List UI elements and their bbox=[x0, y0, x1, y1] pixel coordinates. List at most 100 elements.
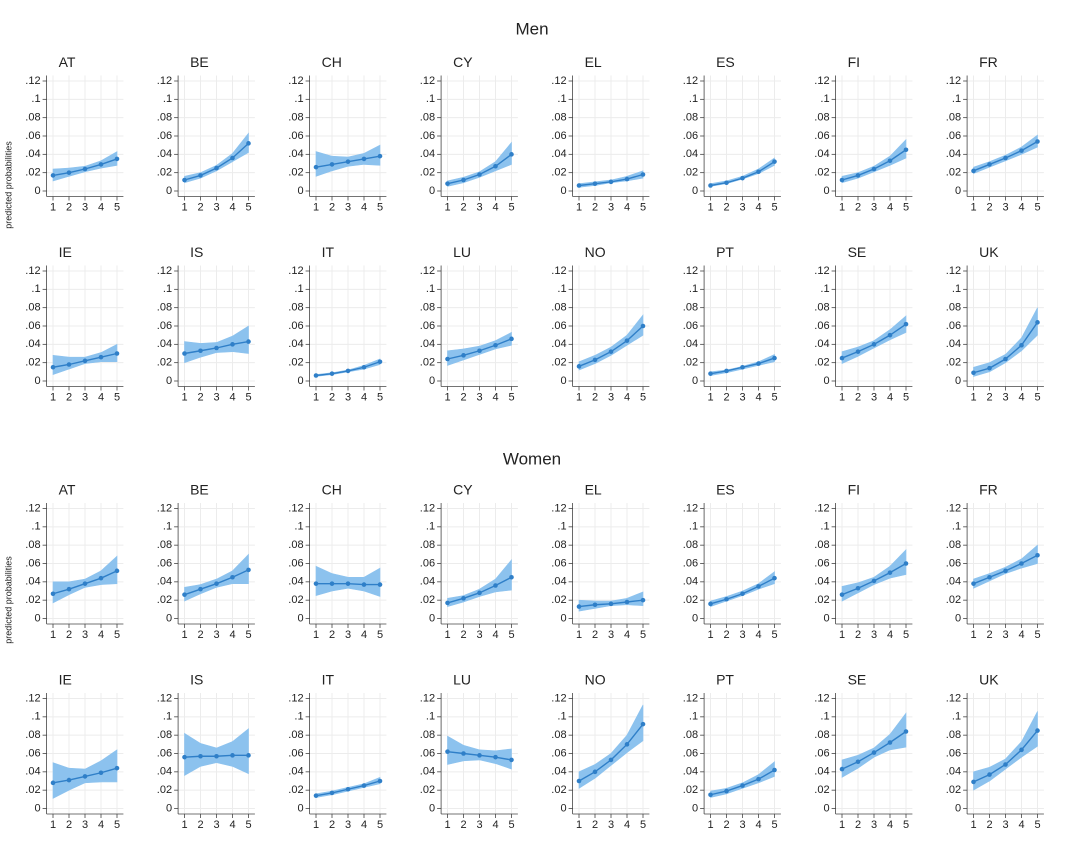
y-tick-label: .1 bbox=[557, 521, 566, 533]
x-tick-label: 3 bbox=[871, 629, 877, 641]
y-tick-label: 0 bbox=[955, 802, 961, 814]
section-title: Men bbox=[515, 19, 548, 38]
panel-title: CY bbox=[453, 54, 473, 70]
y-tick-label: .06 bbox=[946, 320, 961, 332]
y-tick-label: .1 bbox=[820, 711, 829, 723]
x-tick-label: 3 bbox=[871, 391, 877, 403]
y-tick-label: .1 bbox=[557, 711, 566, 723]
x-tick-label: 4 bbox=[1018, 819, 1024, 831]
point bbox=[608, 757, 614, 763]
y-tick-label: 0 bbox=[297, 802, 303, 814]
y-tick-label: .08 bbox=[551, 302, 566, 314]
x-tick-label: 2 bbox=[855, 391, 861, 403]
y-tick-label: .04 bbox=[420, 338, 435, 350]
point bbox=[182, 592, 187, 597]
point bbox=[214, 165, 219, 171]
point bbox=[361, 783, 367, 788]
point bbox=[329, 162, 335, 167]
point bbox=[903, 321, 909, 327]
y-tick-label: 0 bbox=[34, 802, 40, 814]
y-tick-label: .08 bbox=[25, 112, 40, 124]
y-tick-label: .1 bbox=[294, 521, 303, 533]
panel-title: FI bbox=[848, 482, 860, 498]
x-tick-label: 3 bbox=[345, 819, 351, 831]
x-tick-label: 5 bbox=[640, 201, 646, 213]
point bbox=[461, 596, 466, 601]
panel-title: SE bbox=[848, 672, 867, 688]
x-tick-label: 3 bbox=[608, 819, 614, 831]
y-tick-label: .1 bbox=[31, 711, 40, 723]
y-tick-label: .08 bbox=[551, 729, 566, 741]
y-tick-label: .08 bbox=[420, 729, 435, 741]
x-tick-label: 1 bbox=[576, 819, 582, 831]
point bbox=[1035, 139, 1040, 144]
x-tick-label: 4 bbox=[492, 201, 498, 213]
panel-title: BE bbox=[190, 482, 209, 498]
y-tick-label: .12 bbox=[420, 75, 435, 87]
point bbox=[50, 780, 56, 786]
y-tick-label: .06 bbox=[946, 557, 961, 569]
x-tick-label: 2 bbox=[197, 629, 203, 641]
point bbox=[345, 786, 351, 792]
y-tick-label: .08 bbox=[288, 302, 303, 314]
point bbox=[66, 586, 72, 592]
point bbox=[624, 742, 630, 747]
y-tick-label: .06 bbox=[157, 320, 172, 332]
y-tick-label: .08 bbox=[946, 729, 961, 741]
x-tick-label: 1 bbox=[576, 629, 582, 641]
x-tick-label: 3 bbox=[213, 391, 219, 403]
y-tick-label: .04 bbox=[683, 766, 698, 778]
point bbox=[377, 153, 383, 159]
x-tick-label: 5 bbox=[114, 201, 120, 213]
point bbox=[493, 342, 498, 348]
x-tick-label: 4 bbox=[361, 819, 367, 831]
panel-title: FR bbox=[979, 482, 998, 498]
panel-title: UK bbox=[979, 244, 999, 260]
point bbox=[971, 168, 976, 174]
x-tick-label: 1 bbox=[707, 391, 713, 403]
y-tick-label: .06 bbox=[946, 130, 961, 142]
point bbox=[987, 772, 992, 777]
y-tick-label: .12 bbox=[157, 692, 172, 704]
y-tick-label: .06 bbox=[814, 130, 829, 142]
y-tick-label: .1 bbox=[426, 283, 435, 295]
y-tick-label: .1 bbox=[163, 283, 172, 295]
y-tick-label: .08 bbox=[814, 302, 829, 314]
x-tick-label: 4 bbox=[229, 391, 235, 403]
x-tick-label: 1 bbox=[707, 819, 713, 831]
y-tick-label: .02 bbox=[288, 784, 303, 796]
point bbox=[887, 158, 893, 164]
panel-title: EL bbox=[585, 54, 602, 70]
y-tick-label: 0 bbox=[692, 802, 698, 814]
x-tick-label: 5 bbox=[1034, 201, 1040, 213]
x-tick-label: 2 bbox=[329, 819, 335, 831]
point bbox=[66, 170, 72, 175]
y-tick-label: .1 bbox=[820, 93, 829, 105]
x-tick-label: 2 bbox=[592, 201, 598, 213]
x-tick-label: 2 bbox=[986, 201, 992, 213]
y-tick-label: .08 bbox=[157, 729, 172, 741]
panel-title: CH bbox=[322, 54, 342, 70]
point bbox=[230, 574, 235, 580]
x-tick-label: 5 bbox=[903, 391, 909, 403]
y-tick-label: .04 bbox=[420, 148, 435, 160]
y-tick-label: 0 bbox=[823, 375, 829, 387]
y-tick-label: .1 bbox=[689, 711, 698, 723]
y-tick-label: .12 bbox=[946, 692, 961, 704]
x-tick-label: 1 bbox=[707, 201, 713, 213]
y-tick-label: .02 bbox=[157, 784, 172, 796]
y-tick-label: 0 bbox=[955, 612, 961, 624]
y-tick-label: .1 bbox=[163, 93, 172, 105]
point bbox=[839, 766, 845, 772]
y-tick-label: .04 bbox=[946, 148, 961, 160]
x-tick-label: 4 bbox=[887, 391, 893, 403]
point bbox=[724, 788, 729, 794]
y-tick-label: .04 bbox=[946, 576, 961, 588]
point bbox=[1019, 148, 1024, 153]
x-tick-label: 4 bbox=[229, 201, 235, 213]
x-tick-label: 3 bbox=[476, 629, 482, 641]
y-tick-label: .02 bbox=[814, 357, 829, 369]
y-tick-label: .12 bbox=[946, 265, 961, 277]
point bbox=[493, 754, 498, 760]
point bbox=[1035, 552, 1040, 558]
